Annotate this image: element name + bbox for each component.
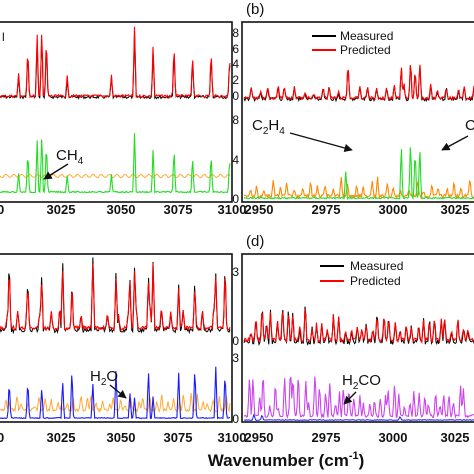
legend-predicted-label-d: Predicted: [350, 274, 401, 288]
panel-c: 0 3025 3050 3075 3100 H2O: [0, 253, 247, 445]
panel-a-x-tick: 3025: [47, 202, 76, 217]
panel-b-label: (b): [246, 1, 264, 18]
h2co-trace-d: [243, 376, 474, 419]
blue-trace-d: [244, 413, 474, 421]
predicted-trace-a: [0, 26, 231, 99]
ch4-trace-b: [243, 147, 474, 201]
panel-b-y-tick: 8: [232, 113, 239, 127]
panel-d-x-tick: 2975: [312, 430, 341, 445]
orange-trace-a: [0, 173, 231, 179]
panel-b-y-tick: 8: [232, 26, 239, 40]
panel-c-x-tick-partial: 0: [0, 430, 4, 445]
h2o-trace-c: [0, 366, 230, 420]
panel-b-x-tick: 3000: [379, 202, 408, 217]
panel-d-x-tick: 3000: [379, 430, 408, 445]
c2h4-bg-trace-b: [243, 176, 474, 200]
h2co-arrow: [343, 391, 357, 405]
ch4-partial-label: C: [465, 117, 474, 134]
predicted-trace-c: [0, 263, 231, 332]
panel-d-y-tick: 0: [232, 412, 239, 426]
panel-a: 0 3025 3050 3075 3100 l CH4: [0, 21, 247, 217]
panel-b-x-tick: 2975: [312, 202, 341, 217]
panel-d-label: (d): [246, 233, 264, 250]
predicted-trace-d: [243, 308, 474, 344]
panel-b-y-tick: 0: [232, 192, 239, 206]
panel-b: (b) 8 6 4 2 0 8 4 0 2950 2975 3000 3025 …: [232, 1, 474, 217]
panel-b-y-tick: 4: [232, 153, 239, 167]
c2h4-arrow: [289, 132, 353, 153]
panel-b-frame: [241, 21, 474, 203]
panel-d-x-tick: 3025: [441, 430, 470, 445]
ch4-arrow-b: [441, 135, 469, 151]
panel-d-frame: [241, 253, 474, 423]
panel-a-x-tick: 3100: [218, 202, 247, 217]
h2co-label: H2CO: [342, 372, 381, 392]
panel-a-x-tick: 3050: [107, 202, 136, 217]
panel-d-y-tick: 3: [232, 265, 239, 279]
x-axis-title: Wavenumber (cm-1): [208, 450, 365, 470]
panel-b-y-tick: 2: [232, 73, 239, 87]
panel-b-y-tick: 6: [232, 42, 239, 56]
panel-c-x-tick: 3100: [218, 430, 247, 445]
predicted-trace-b: [243, 64, 474, 101]
h2o-arrow: [109, 384, 127, 399]
panel-b-y-tick: 4: [232, 57, 239, 71]
ch4-arrow: [43, 163, 69, 180]
panel-d-x-tick: 2950: [245, 430, 274, 445]
panel-b-x-tick: 2950: [245, 202, 274, 217]
panel-d: (d) 3 0 3 0 2950 2975 3000 3025 Measured…: [232, 233, 474, 445]
panel-a-x-tick: 3075: [164, 202, 193, 217]
ch4-trace-a: [0, 133, 231, 194]
panel-b-y-tick: 0: [232, 89, 239, 103]
measured-trace-a: [0, 33, 231, 100]
legend-measured-label: Measured: [340, 29, 393, 43]
panel-d-y-tick: 3: [232, 351, 239, 365]
c2h4-label: C2H4: [252, 117, 285, 137]
panel-c-x-tick: 3025: [47, 430, 76, 445]
panel-a-frame: [0, 21, 233, 203]
legend-predicted-label: Predicted: [340, 43, 391, 57]
panel-c-x-tick: 3075: [164, 430, 193, 445]
ch4-label: CH4: [56, 147, 84, 167]
panel-c-frame: [0, 253, 233, 423]
panel-a-x-tick-partial: 0: [0, 202, 4, 217]
panel-a-y-partial: l: [2, 30, 5, 44]
legend-measured-label-d: Measured: [350, 259, 403, 273]
panel-d-y-tick: 0: [232, 334, 239, 348]
h2o-label: H2O: [90, 368, 118, 388]
panel-b-x-tick: 3025: [441, 202, 470, 217]
panel-c-x-tick: 3050: [107, 430, 136, 445]
